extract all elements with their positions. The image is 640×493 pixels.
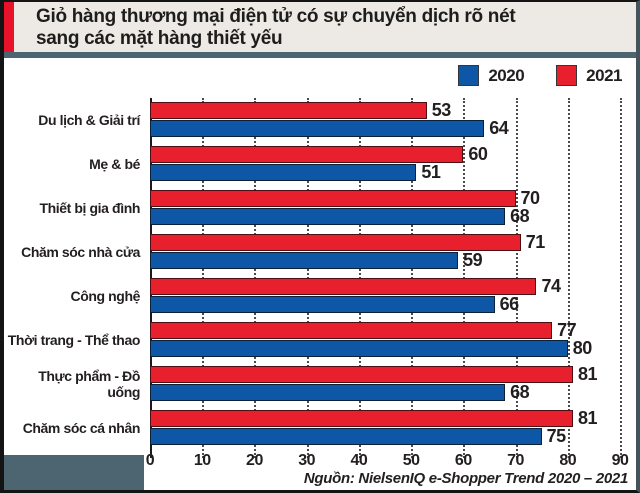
category-row: Du lịch & Giải trí 53 64 — [4, 98, 620, 142]
bar-2021 — [150, 278, 537, 295]
title-accent-bar — [4, 2, 14, 52]
value-label-2020: 75 — [546, 426, 567, 446]
category-label: Công nghệ — [70, 288, 141, 304]
value-label-2021: 77 — [557, 320, 577, 340]
value-label-2020: 64 — [489, 118, 509, 138]
category-label: Chăm sóc cá nhân — [22, 420, 141, 436]
bar-2021 — [150, 190, 516, 207]
x-tick-label-40: 40 — [350, 452, 368, 469]
legend-label-2021: 2021 — [586, 65, 622, 85]
x-tick-label-30: 30 — [298, 452, 316, 469]
category-label: Thời trang - Thể thao — [7, 332, 141, 348]
category-row: Chăm sóc cá nhân 81 75 — [4, 406, 620, 450]
category-label: Thiết bị gia đình — [39, 200, 140, 216]
legend-item-2021: 2021 — [556, 65, 622, 86]
category-row: Thiết bị gia đình 70 68 — [4, 186, 620, 230]
bar-group: 74 66 — [150, 274, 620, 318]
bar-2021 — [150, 366, 573, 383]
page-title: Giỏ hàng thương mại điện tử có sự chuyển… — [4, 2, 636, 50]
bar-group: 81 68 — [150, 362, 620, 406]
legend-swatch-2021 — [556, 65, 578, 86]
x-tick-label-50: 50 — [402, 452, 420, 469]
header: Giỏ hàng thương mại điện tử có sự chuyển… — [4, 2, 636, 52]
category-label: Du lịch & Giải trí — [38, 112, 140, 128]
x-tick-label-70: 70 — [507, 452, 524, 469]
bar-2020 — [150, 340, 568, 357]
bar-2021 — [150, 234, 521, 251]
bar-2021 — [150, 102, 427, 119]
x-tick-label-0: 0 — [145, 452, 155, 469]
value-label-2021: 74 — [541, 276, 561, 296]
bar-group: 70 68 — [150, 186, 620, 230]
x-tick-label-90: 90 — [611, 452, 629, 469]
category-row: Công nghệ 74 66 — [4, 274, 620, 318]
category-label: Mẹ & bé — [89, 156, 140, 172]
gridline-90 — [620, 98, 622, 458]
legend-swatch-2020 — [458, 65, 480, 86]
category-label: Thực phẩm - Đồ uống — [38, 368, 140, 400]
category-row: Chăm sóc nhà cửa 71 59 — [4, 230, 620, 274]
bar-2021 — [150, 322, 553, 339]
value-label-2021: 71 — [525, 232, 546, 252]
bar-2020 — [150, 252, 459, 269]
bar-2021 — [150, 410, 573, 427]
source-credit: Nguồn: NielsenIQ e-Shopper Trend 2020 – … — [303, 470, 628, 487]
value-label-2020: 59 — [463, 250, 483, 270]
gridline-80 — [567, 98, 570, 458]
bar-group: 81 75 — [150, 406, 620, 450]
category-row: Thực phẩm - Đồ uống 81 68 — [4, 362, 620, 406]
value-label-2021: 81 — [578, 408, 598, 428]
legend-item-2020: 2020 — [458, 65, 525, 86]
bar-group: 53 64 — [150, 98, 620, 142]
category-label: Chăm sóc nhà cửa — [21, 244, 140, 260]
bar-group: 71 59 — [150, 230, 620, 274]
corner-slate-block — [4, 455, 144, 490]
bar-2020 — [150, 428, 542, 445]
category-row: Thời trang - Thể thao 77 80 — [4, 318, 620, 362]
value-label-2021: 81 — [578, 364, 598, 384]
value-label-2020: 68 — [510, 206, 530, 226]
header-divider — [4, 52, 636, 58]
x-tick-label-60: 60 — [454, 452, 472, 469]
value-label-2020: 51 — [421, 162, 441, 182]
x-tick-label-10: 10 — [193, 452, 211, 469]
x-tick-label-80: 80 — [559, 452, 577, 469]
bar-group: 60 51 — [150, 142, 620, 186]
chart-legend: 2020 2021 — [458, 65, 622, 86]
title-line-1: Giỏ hàng thương mại điện tử có sự chuyển… — [36, 6, 516, 27]
bar-2020 — [150, 164, 417, 181]
bar-rows: Du lịch & Giải trí 53 64 Mẹ & bé 60 51 Thiết b… — [4, 98, 620, 450]
bar-2020 — [150, 120, 485, 137]
value-label-2021: 60 — [468, 144, 488, 164]
bar-2021 — [150, 146, 464, 163]
value-label-2020: 68 — [510, 382, 530, 402]
value-label-2020: 80 — [572, 338, 593, 358]
value-label-2020: 66 — [499, 294, 520, 314]
value-label-2021: 53 — [431, 100, 452, 120]
bar-2020 — [150, 296, 495, 313]
x-axis: 0 10 20 30 40 50 60 70 80 90 — [146, 452, 629, 472]
bar-chart: 2020 2021 Du lịch & Giải trí 53 64 Mẹ & bé 6… — [4, 58, 636, 490]
x-tick-label-20: 20 — [246, 452, 263, 469]
title-line-2: sang các mặt hàng thiết yếu — [36, 28, 283, 49]
value-label-2021: 70 — [520, 188, 541, 208]
bar-group: 77 80 — [150, 318, 620, 362]
bar-2020 — [150, 384, 506, 401]
bar-2020 — [150, 208, 506, 225]
legend-label-2020: 2020 — [488, 65, 525, 85]
category-row: Mẹ & bé 60 51 — [4, 142, 620, 186]
